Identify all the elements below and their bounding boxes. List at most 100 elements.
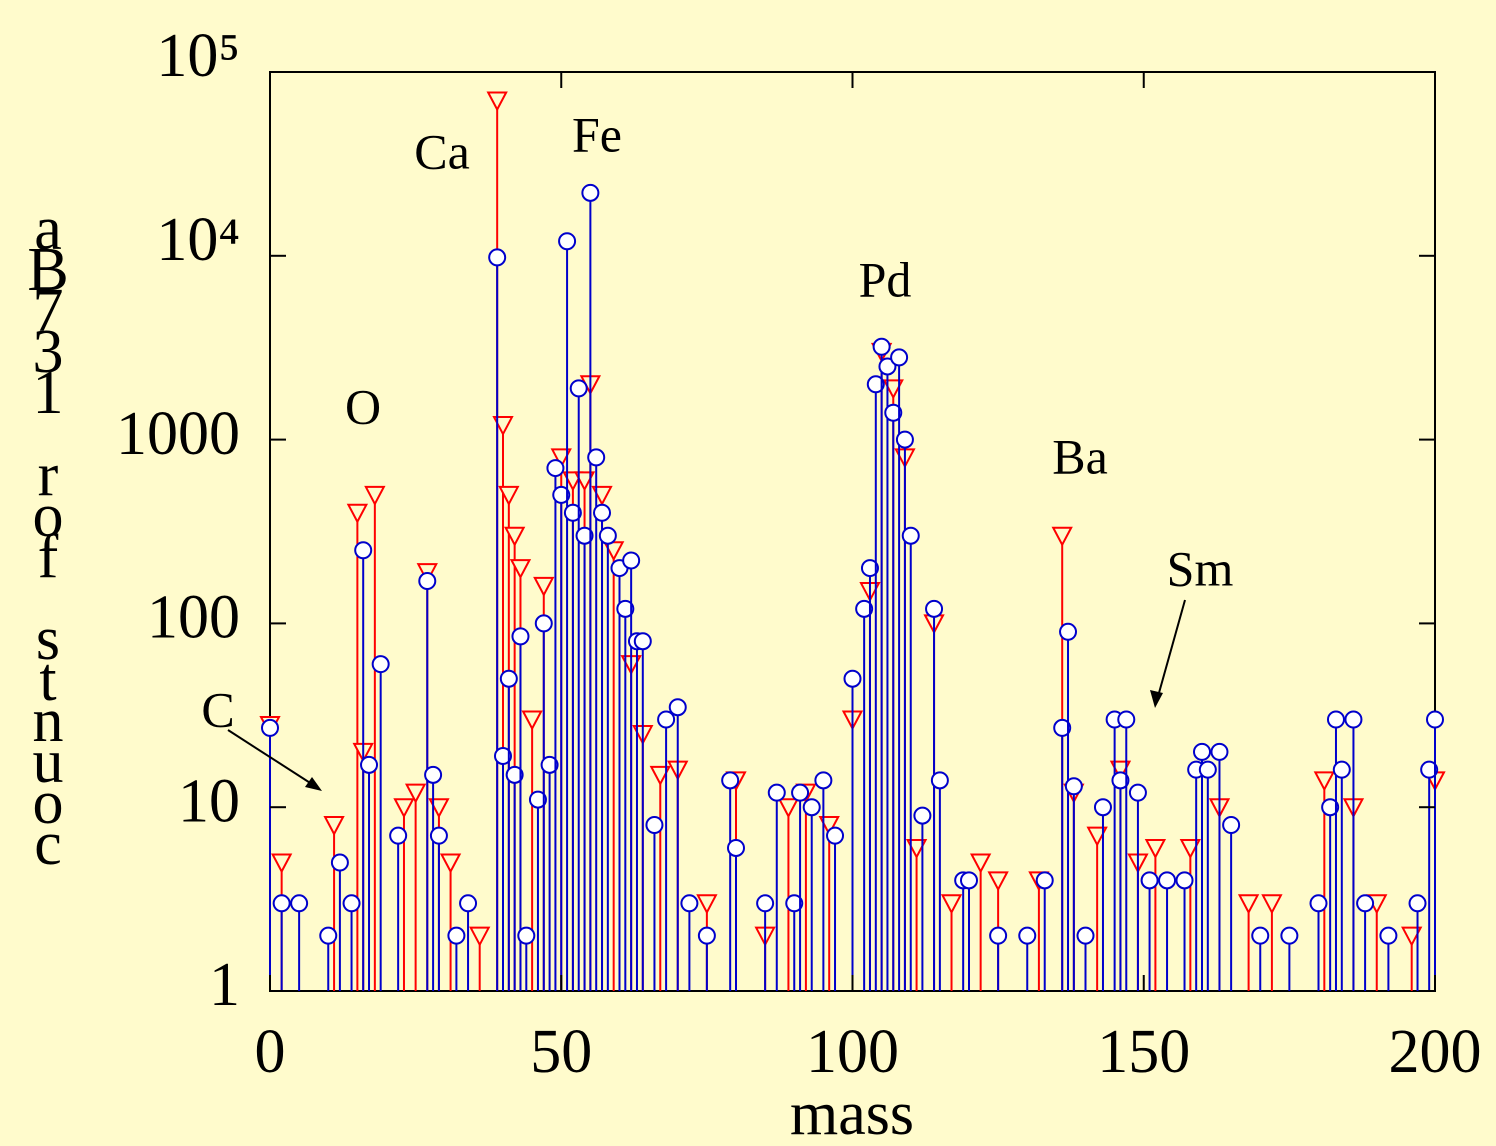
point (882, 379, 904, 400)
point (1051, 526, 1073, 547)
annotation: Fe (572, 106, 622, 162)
point (533, 576, 555, 598)
point (354, 541, 373, 560)
point (960, 871, 978, 890)
point (486, 91, 508, 112)
point (1210, 742, 1229, 761)
point (575, 526, 594, 545)
point (1175, 871, 1194, 890)
point (969, 853, 992, 874)
point (802, 798, 821, 817)
point (860, 559, 879, 578)
point (866, 375, 885, 394)
point (727, 838, 745, 857)
point (552, 485, 571, 504)
point (528, 790, 547, 809)
point (499, 669, 518, 688)
point (1093, 798, 1112, 817)
point (878, 357, 897, 376)
arrow (1156, 599, 1186, 701)
point (814, 771, 833, 790)
point (393, 798, 415, 819)
y-axis-label: counts for 137Ba (27, 195, 68, 878)
arrow (227, 729, 319, 789)
y-tick-label: 10 (178, 767, 240, 835)
point (1109, 760, 1132, 781)
point (261, 718, 279, 737)
point (901, 526, 920, 545)
point (913, 806, 932, 825)
point (697, 926, 716, 945)
point (1332, 760, 1351, 779)
point (494, 746, 512, 765)
point (389, 826, 408, 845)
point (890, 348, 909, 367)
point (447, 926, 466, 945)
point (424, 765, 443, 784)
point (488, 248, 507, 267)
point (657, 710, 676, 729)
point (1313, 771, 1335, 792)
point (767, 783, 786, 802)
x-axis-label: mass (790, 1080, 914, 1146)
point (1128, 783, 1147, 802)
point (1401, 926, 1423, 947)
point (1326, 710, 1345, 729)
point (428, 798, 450, 819)
point (521, 710, 543, 731)
point (1198, 760, 1217, 779)
point (989, 926, 1008, 945)
y-tick-label: 1 (209, 951, 240, 1019)
point (492, 416, 514, 437)
point (940, 894, 963, 915)
y-tick-label: 100 (147, 584, 240, 652)
point (696, 894, 718, 915)
point (1117, 710, 1136, 729)
point (1086, 826, 1108, 847)
point (1076, 926, 1095, 945)
point (573, 471, 596, 492)
y-tick-label: 10⁵ (156, 22, 240, 90)
point (593, 503, 612, 522)
point (721, 771, 740, 790)
point (550, 448, 572, 469)
point (587, 448, 606, 467)
point (1426, 710, 1444, 729)
y-tick-label: 10⁴ (156, 206, 240, 274)
point (591, 485, 613, 507)
point (668, 698, 687, 717)
annotation: O (345, 378, 381, 434)
point (558, 232, 577, 251)
point (498, 485, 520, 507)
point (439, 853, 462, 874)
point (785, 894, 804, 913)
point (1356, 894, 1375, 913)
x-tick-label: 200 (1389, 1018, 1482, 1086)
point (505, 765, 524, 784)
point (418, 572, 437, 591)
point (855, 599, 874, 618)
point (371, 655, 390, 674)
point (1018, 926, 1037, 945)
point (429, 826, 448, 845)
point (756, 894, 775, 913)
point (540, 755, 559, 774)
annotation: Ca (414, 123, 470, 179)
point (826, 826, 845, 845)
point (1140, 871, 1159, 890)
annotation: Sm (1167, 540, 1234, 596)
point (1144, 838, 1167, 860)
point (509, 559, 532, 580)
point (616, 599, 635, 618)
point (364, 485, 386, 507)
annotation: C (201, 681, 234, 737)
point (1408, 894, 1427, 913)
point (633, 632, 652, 651)
arrow-head (305, 777, 322, 791)
point (1251, 926, 1270, 945)
point (503, 526, 526, 547)
point (1064, 777, 1083, 796)
point (925, 599, 944, 618)
point (404, 783, 427, 804)
